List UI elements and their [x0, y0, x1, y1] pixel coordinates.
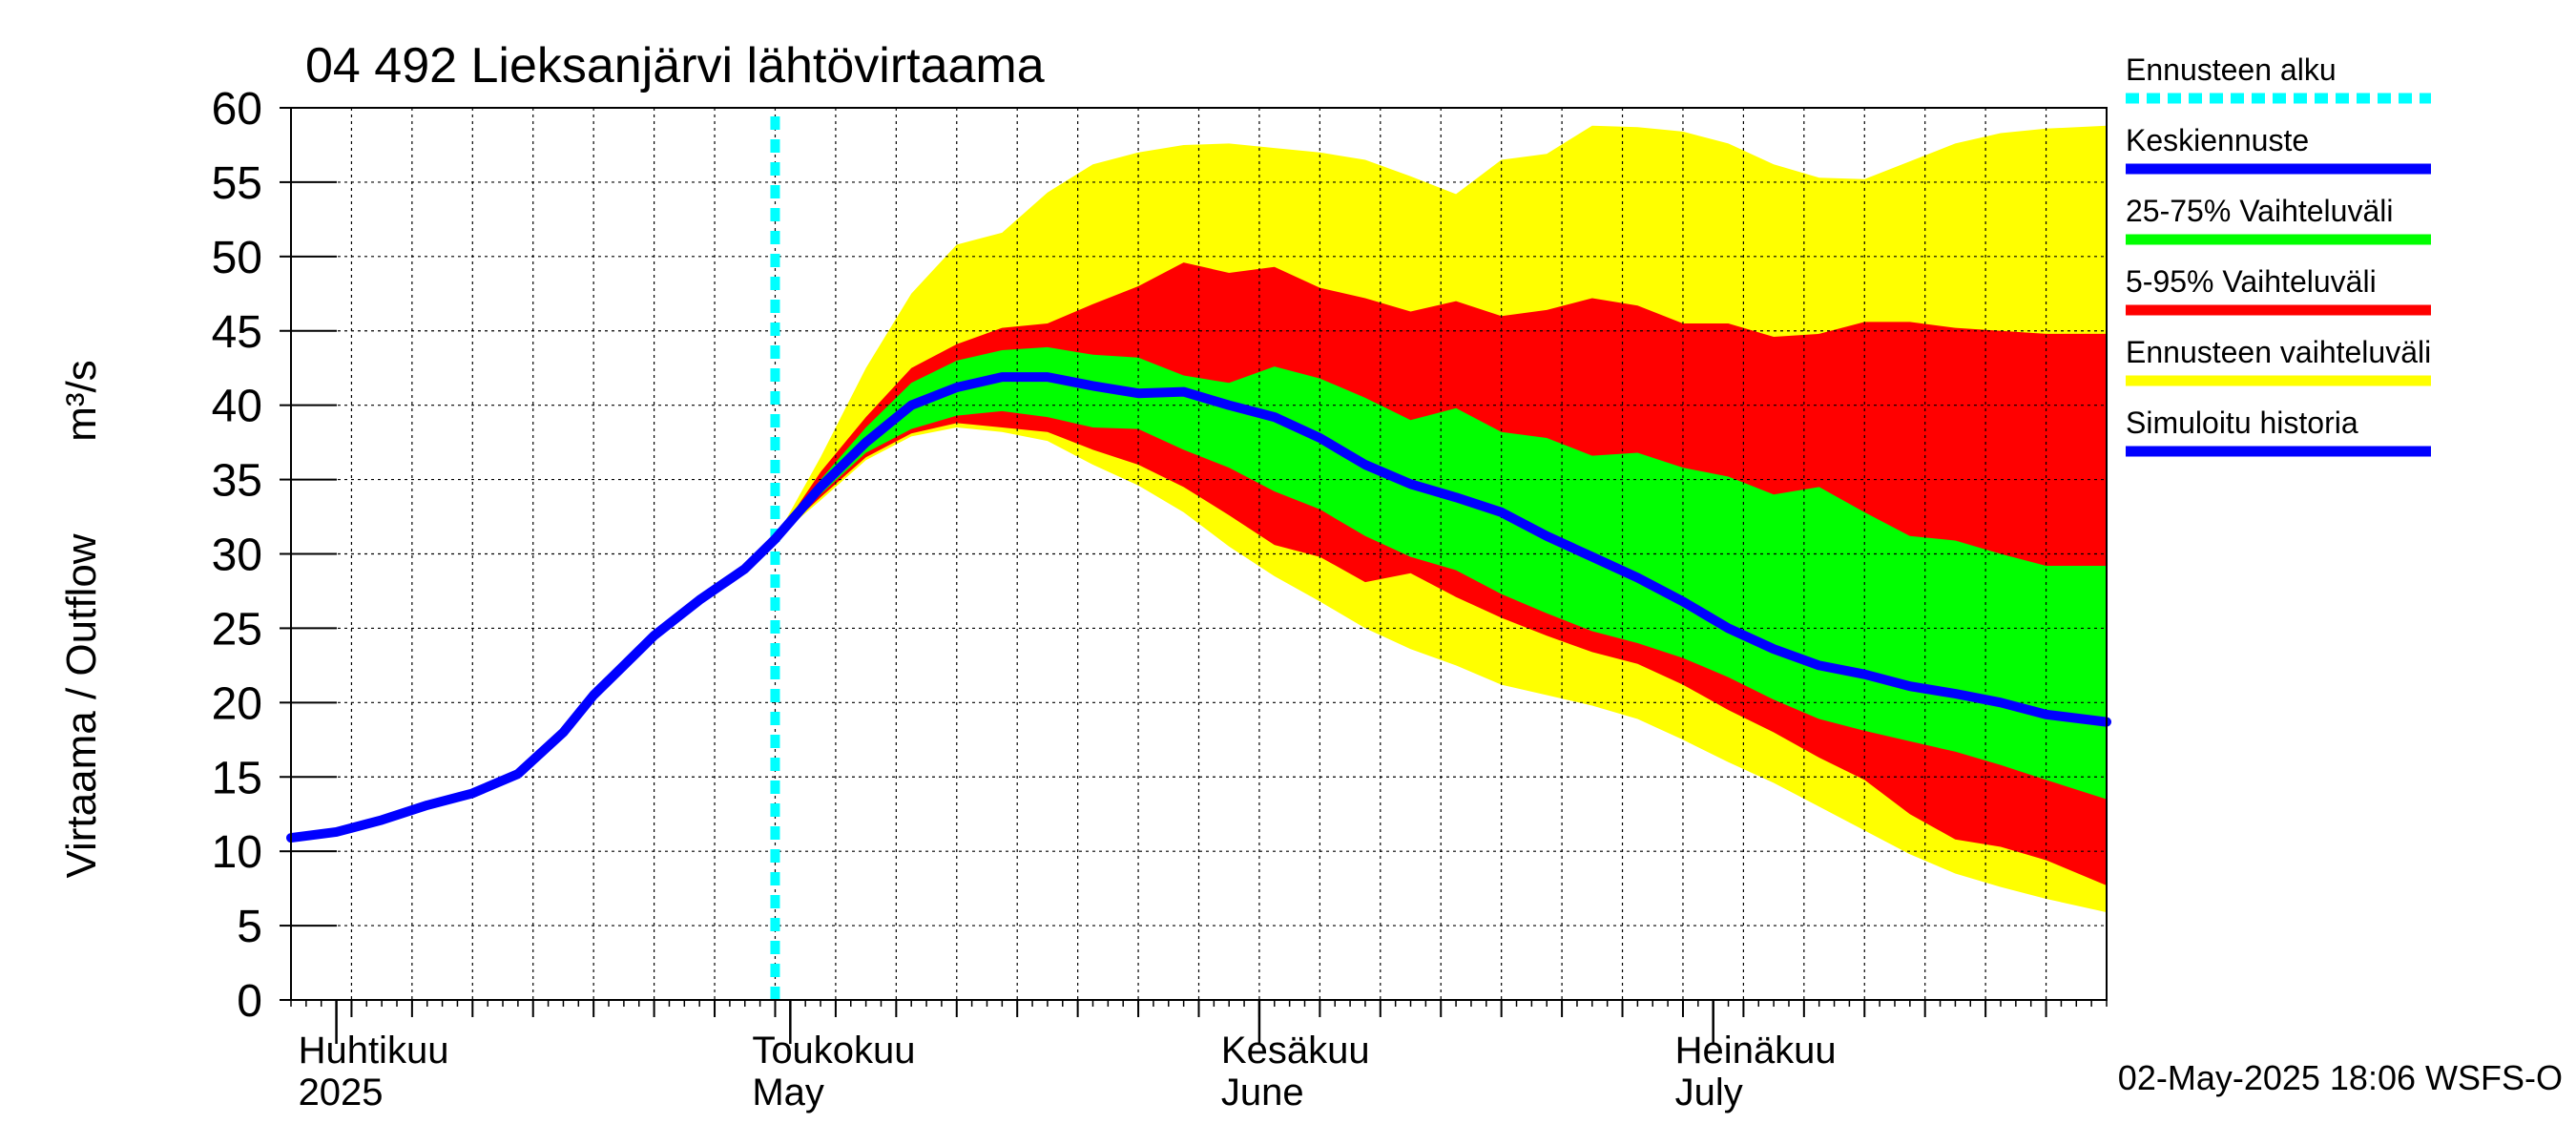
x-month-label: Kesäkuu	[1221, 1030, 1370, 1072]
x-month-label: Heinäkuu	[1675, 1030, 1837, 1072]
y-tick-label: 20	[212, 678, 262, 729]
y-tick-label: 15	[212, 753, 262, 803]
y-tick-label: 10	[212, 827, 262, 878]
y-tick-label: 30	[212, 531, 262, 581]
chart-title: 04 492 Lieksanjärvi lähtövirtaama	[305, 38, 1045, 94]
y-tick-label: 40	[212, 382, 262, 432]
forecast-areas	[775, 125, 2107, 913]
y-tick-label: 50	[212, 233, 262, 283]
y-tick-label: 35	[212, 456, 262, 507]
legend-label: Ennusteen alku	[2126, 52, 2337, 87]
x-month-sublabel: May	[752, 1072, 824, 1114]
y-axis-label: Virtaama / Outflow	[58, 533, 105, 878]
grid-lines	[291, 108, 2107, 1000]
axes: 051015202530354045505560Huhtikuu2025Touk…	[212, 84, 2108, 1114]
history-line	[286, 533, 780, 843]
legend-label: Simuloitu historia	[2126, 406, 2358, 440]
x-month-sublabel: June	[1221, 1072, 1304, 1114]
y-tick-label: 0	[237, 976, 262, 1027]
y-tick-label: 55	[212, 158, 262, 209]
y-tick-label: 25	[212, 604, 262, 655]
x-month-sublabel: July	[1675, 1072, 1743, 1114]
y-axis-unit: m³/s	[58, 360, 105, 442]
legend: Ennusteen alku Keskiennuste 25-75% Vaihtel…	[2126, 52, 2431, 457]
band-25-75	[775, 346, 2107, 800]
legend-label: Keskiennuste	[2126, 123, 2309, 157]
y-tick-label: 5	[237, 902, 262, 952]
legend-label: 25-75% Vaihteluväli	[2126, 194, 2393, 228]
y-tick-label: 60	[212, 84, 262, 135]
y-tick-label: 45	[212, 307, 262, 358]
x-month-label: Huhtikuu	[299, 1030, 449, 1072]
legend-label: Ennusteen vaihteluväli	[2126, 335, 2431, 369]
timestamp-label: 02-May-2025 18:06 WSFS-O	[2118, 1058, 2563, 1097]
mean-forecast-line	[770, 372, 2111, 727]
x-month-sublabel: 2025	[299, 1072, 384, 1114]
x-month-label: Toukokuu	[752, 1030, 915, 1072]
series-lines	[286, 116, 2111, 1000]
legend-label: 5-95% Vaihteluväli	[2126, 264, 2377, 299]
